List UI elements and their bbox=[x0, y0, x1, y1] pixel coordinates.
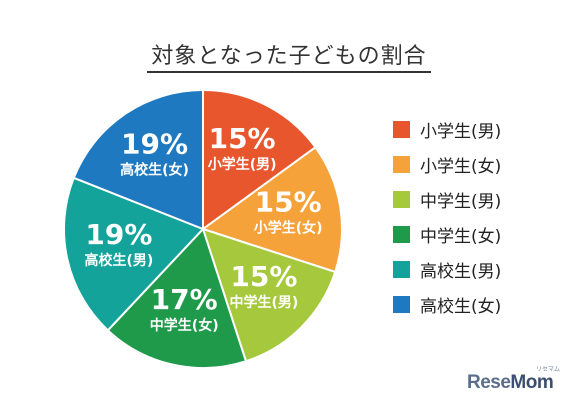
slice-percent-label: 15% bbox=[209, 122, 276, 155]
slice-percent-label: 17% bbox=[151, 283, 218, 316]
legend-swatch bbox=[393, 261, 410, 278]
legend-label: 高校生(男) bbox=[420, 262, 502, 282]
legend-item: 小学生(男) bbox=[393, 116, 501, 143]
slice-category-label: 高校生(男) bbox=[84, 252, 153, 269]
legend: 小学生(男) 小学生(女) 中学生(男) 中学生(女) 高校生(男) 高校生(女… bbox=[393, 116, 501, 326]
slice-category-label: 小学生(女) bbox=[254, 220, 323, 237]
slice-percent-label: 19% bbox=[121, 128, 188, 161]
legend-swatch bbox=[393, 226, 410, 243]
legend-label: 中学生(女) bbox=[420, 227, 502, 247]
slice-percent-label: 15% bbox=[230, 260, 297, 293]
legend-label: 中学生(男) bbox=[420, 192, 502, 212]
brand-prefix: Rese bbox=[467, 372, 511, 393]
resemom-logo[interactable]: ReseMom bbox=[467, 372, 554, 394]
chart-title: 対象となった子どもの割合 bbox=[0, 38, 578, 73]
legend-item: 小学生(女) bbox=[393, 151, 501, 178]
legend-item: 高校生(男) bbox=[393, 256, 501, 283]
brand-suffix: Mom bbox=[510, 372, 554, 393]
legend-label: 小学生(女) bbox=[420, 157, 502, 177]
pie-slice bbox=[106, 227, 248, 369]
legend-label: 小学生(男) bbox=[420, 122, 502, 142]
pie-slice bbox=[200, 145, 343, 274]
slice-category-label: 中学生(男) bbox=[230, 294, 299, 311]
legend-swatch bbox=[393, 191, 410, 208]
legend-item: 高校生(女) bbox=[393, 291, 501, 318]
slice-category-label: 小学生(男) bbox=[208, 156, 277, 173]
legend-swatch bbox=[393, 121, 410, 138]
legend-swatch bbox=[393, 296, 410, 313]
slice-category-label: 高校生(女) bbox=[120, 162, 189, 179]
slice-percent-label: 19% bbox=[85, 218, 152, 251]
brand-tagline: リセマム bbox=[536, 366, 561, 373]
slice-category-label: 中学生(女) bbox=[150, 317, 219, 334]
legend-swatch bbox=[393, 156, 410, 173]
pie-slice bbox=[72, 88, 204, 231]
legend-item: 中学生(女) bbox=[393, 221, 501, 248]
legend-item: 中学生(男) bbox=[393, 186, 501, 213]
legend-label: 高校生(女) bbox=[420, 297, 502, 317]
slice-percent-label: 15% bbox=[255, 186, 322, 219]
chart-title-text: 対象となった子どもの割合 bbox=[147, 44, 431, 73]
pie-slice bbox=[202, 88, 317, 231]
